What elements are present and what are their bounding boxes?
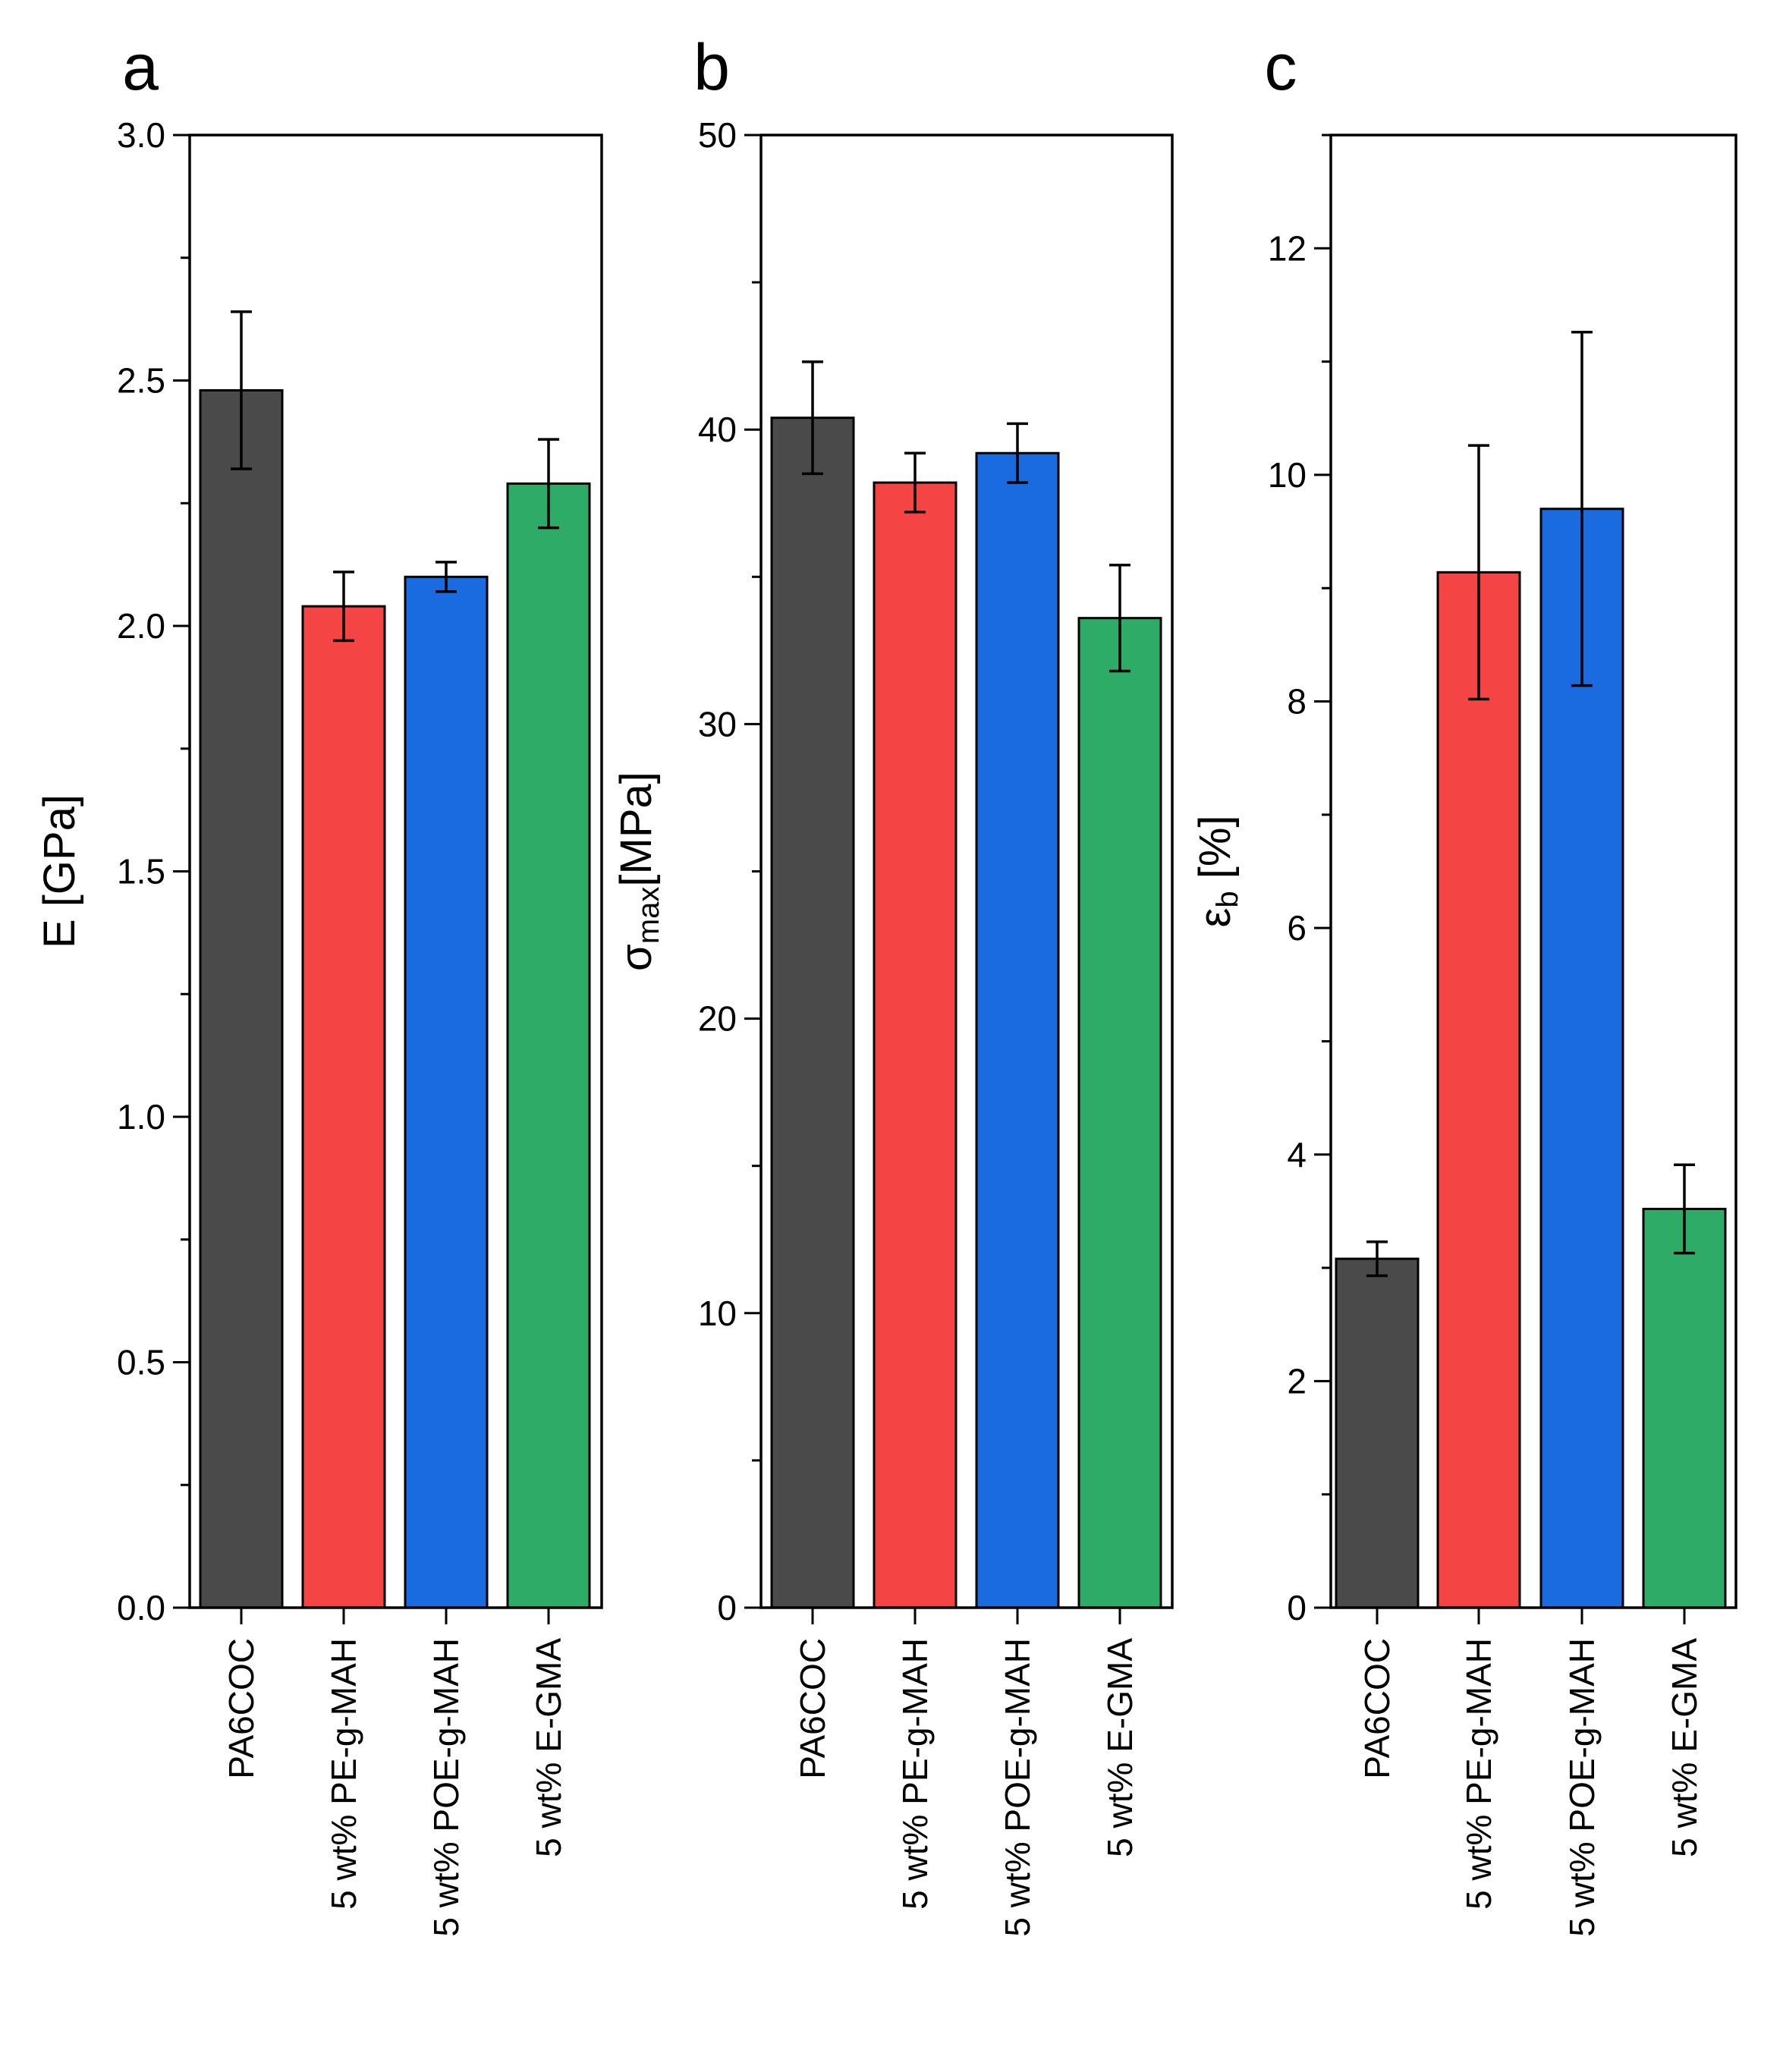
y-tick-label: 6 (1287, 908, 1307, 948)
y-axis-label: εb [%] (1190, 815, 1244, 927)
bar (404, 575, 489, 1609)
y-tick-label: 0.5 (117, 1343, 165, 1382)
y-tick-label: 0.0 (117, 1588, 165, 1627)
chart-panel-b: b 0 10 20 30 40 50 PA6COC 5 wt% PE-g-MAH 5 wt% PO… (612, 31, 1174, 1937)
bar (1077, 617, 1162, 1609)
x-tick-label: 5 wt% PE-g-MAH (1459, 1638, 1498, 1910)
bar (975, 451, 1060, 1609)
plot-frame (1329, 134, 1737, 1609)
bar (770, 417, 855, 1609)
y-axis-label-subscript: max (632, 887, 665, 945)
y-tick-label: 20 (698, 999, 737, 1039)
bar (1642, 1207, 1727, 1609)
bar (1436, 571, 1521, 1609)
y-tick-label: 40 (698, 410, 737, 449)
y-tick-label: 2.0 (117, 606, 165, 646)
chart-panel-a: a 0.0 0.5 1.0 1.5 2.0 2.5 3.0 PA6COC 5 wt% PE-g-M… (35, 31, 603, 1937)
y-axis-label-unit: [%] (1190, 815, 1240, 891)
y-tick-label: 2 (1287, 1361, 1307, 1401)
y-axis-label-main: σ (612, 944, 661, 971)
y-tick-label: 8 (1287, 682, 1307, 722)
x-tick-label: 5 wt% E-GMA (1100, 1638, 1140, 1857)
x-tick-label: 5 wt% POE-g-MAH (998, 1638, 1037, 1937)
y-tick-label: 10 (1268, 455, 1307, 495)
x-tick-label: 5 wt% E-GMA (1665, 1638, 1704, 1857)
y-tick-label: 0 (717, 1588, 737, 1627)
bar (1335, 1257, 1420, 1609)
bar (301, 605, 386, 1609)
panel-label: a (122, 31, 159, 104)
y-tick-label: 4 (1287, 1135, 1307, 1174)
y-tick-label: 3.0 (117, 115, 165, 155)
x-tick-label: 5 wt% POE-g-MAH (1562, 1638, 1602, 1937)
panel-label: c (1265, 31, 1297, 104)
x-tick-label: 5 wt% POE-g-MAH (426, 1638, 466, 1937)
bar (873, 481, 958, 1609)
bar (1539, 508, 1624, 1609)
chart-panel-c: c 0 2 4 6 8 10 12 PA6COC 5 wt% PE-g-MAH 5 wt% POE-… (1190, 31, 1737, 1937)
x-tick-label: PA6COC (222, 1638, 261, 1779)
x-tick-label: 5 wt% E-GMA (529, 1638, 568, 1857)
y-tick-label: 12 (1268, 228, 1307, 268)
x-tick-label: 5 wt% PE-g-MAH (895, 1638, 935, 1910)
y-axis-label-unit: [MPa] (612, 772, 661, 887)
bar (199, 388, 284, 1609)
x-tick-label: 5 wt% PE-g-MAH (324, 1638, 363, 1910)
y-tick-label: 10 (698, 1294, 737, 1333)
y-axis-label-subscript: b (1211, 891, 1244, 907)
y-tick-label: 1.5 (117, 852, 165, 891)
panel-label: b (693, 31, 730, 104)
y-tick-label: 30 (698, 704, 737, 744)
x-tick-label: PA6COC (1357, 1638, 1397, 1779)
y-axis-label: σmax[MPa] (612, 772, 665, 971)
bar (506, 482, 591, 1609)
y-axis-label: E [GPa] (35, 794, 84, 948)
y-tick-label: 2.5 (117, 361, 165, 401)
y-axis-label-main: E [GPa] (35, 794, 84, 948)
y-axis-label-main: ε (1190, 908, 1240, 928)
x-tick-label: PA6COC (793, 1638, 832, 1779)
y-tick-label: 1.0 (117, 1097, 165, 1137)
y-tick-label: 0 (1287, 1588, 1307, 1627)
y-tick-label: 50 (698, 115, 737, 155)
